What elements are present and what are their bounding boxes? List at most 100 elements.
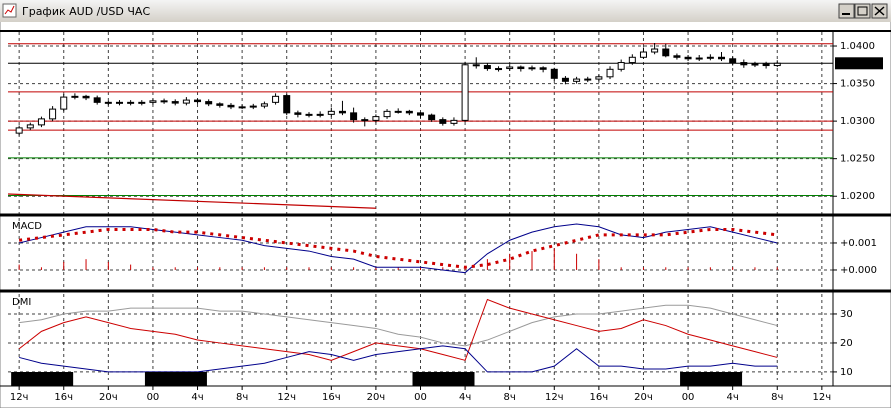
x-tick-label: 12ч (813, 392, 832, 403)
candle-body (260, 103, 268, 107)
candle-body (227, 104, 235, 108)
x-tick-label: 12ч (545, 392, 564, 403)
indicator-line (19, 223, 778, 274)
candle-body (361, 119, 369, 122)
candle-body (49, 108, 57, 120)
candle-body (550, 68, 558, 79)
candle-body (71, 95, 79, 98)
candle-body (506, 66, 514, 70)
y-tick-label: 30 (840, 309, 853, 320)
y-tick-label: 20 (840, 338, 853, 349)
candle-body (82, 95, 90, 99)
y-tick-label: 10 (840, 367, 853, 378)
panel-title: DMI (12, 297, 31, 308)
x-tick-label: 8ч (504, 392, 516, 403)
x-tick-label: 00 (682, 392, 695, 403)
candle-body (394, 110, 402, 113)
minimize-button[interactable] (838, 3, 855, 19)
candle-body (15, 127, 23, 134)
date-box (412, 372, 475, 386)
candle-body (662, 48, 670, 57)
candle-body (249, 105, 257, 108)
y-tick-label: 1.0250 (840, 154, 875, 165)
close-button[interactable] (871, 3, 888, 19)
y-tick-label: +0.000 (840, 265, 877, 276)
candle-body (428, 114, 436, 121)
candle-body (628, 56, 636, 64)
x-tick-label: 8ч (236, 392, 248, 403)
candle-body (372, 116, 380, 121)
candle-body (26, 124, 34, 129)
x-tick-label: 00 (414, 392, 427, 403)
window-icon-glyph (4, 5, 15, 15)
plot-area (8, 294, 833, 380)
candle-body (595, 76, 603, 80)
candle-body (160, 100, 168, 103)
x-tick-label: 12ч (277, 392, 296, 403)
candle-body (37, 118, 45, 126)
candle-body (539, 67, 547, 70)
date-label: 13.3.2013 (145, 372, 207, 385)
candle-body (584, 78, 592, 81)
candle-body (651, 48, 659, 53)
candle-body (283, 95, 291, 114)
date-box (680, 372, 743, 386)
x-tick-label: 12ч (10, 392, 29, 403)
trendline (8, 193, 376, 209)
candle-body (762, 63, 770, 67)
date-label: 15.3.2013 (680, 372, 742, 385)
candle-body (127, 101, 135, 104)
candle-body (639, 51, 647, 58)
candle-body (740, 62, 748, 66)
candle-body (773, 62, 781, 67)
candle-body (606, 68, 614, 78)
candle-body (272, 95, 280, 103)
candle-body (171, 101, 179, 104)
candle-body (472, 64, 480, 67)
candle-body (182, 99, 190, 104)
candle-body (706, 56, 714, 59)
candle-body (718, 56, 726, 60)
x-tick-label: 20ч (634, 392, 653, 403)
candle-body (684, 56, 692, 60)
panel-title: MACD (12, 221, 42, 232)
y-tick-label: +0.001 (840, 238, 877, 249)
y-tick-label: 1.0350 (840, 79, 875, 90)
candle-body (316, 113, 324, 116)
indicator-line (19, 345, 778, 373)
y-tick-label: 1.0300 (840, 116, 875, 127)
y-tick-label: 1.0200 (840, 191, 875, 202)
candle-body (729, 58, 737, 64)
candle-body (751, 63, 759, 66)
candle-body (205, 101, 213, 105)
candle-body (695, 57, 703, 60)
candle-body (495, 68, 503, 71)
candle-body (405, 110, 413, 114)
candle-body (383, 110, 391, 118)
candle-body (327, 110, 335, 115)
candle-body (439, 119, 447, 124)
title-bar (0, 0, 891, 22)
plot-area (8, 32, 833, 214)
window-title: График AUD /USD ЧАС (22, 5, 150, 18)
candle-body (138, 101, 146, 104)
candle-body (561, 77, 569, 82)
date-box (11, 372, 74, 386)
candle-body (93, 97, 101, 103)
candle-body (115, 101, 123, 104)
candle-body (450, 119, 458, 124)
candle-body (194, 99, 202, 103)
maximize-button[interactable] (854, 3, 871, 19)
candle-body (461, 64, 469, 121)
candle-body (305, 113, 313, 116)
y-tick-label: 1.0400 (840, 41, 875, 52)
candle-body (517, 66, 525, 70)
candle-body (417, 112, 424, 116)
candle-body (528, 67, 536, 70)
x-tick-label: 8ч (771, 392, 783, 403)
indicator-line (19, 304, 778, 347)
candle-body (104, 101, 112, 104)
date-box (144, 372, 207, 386)
